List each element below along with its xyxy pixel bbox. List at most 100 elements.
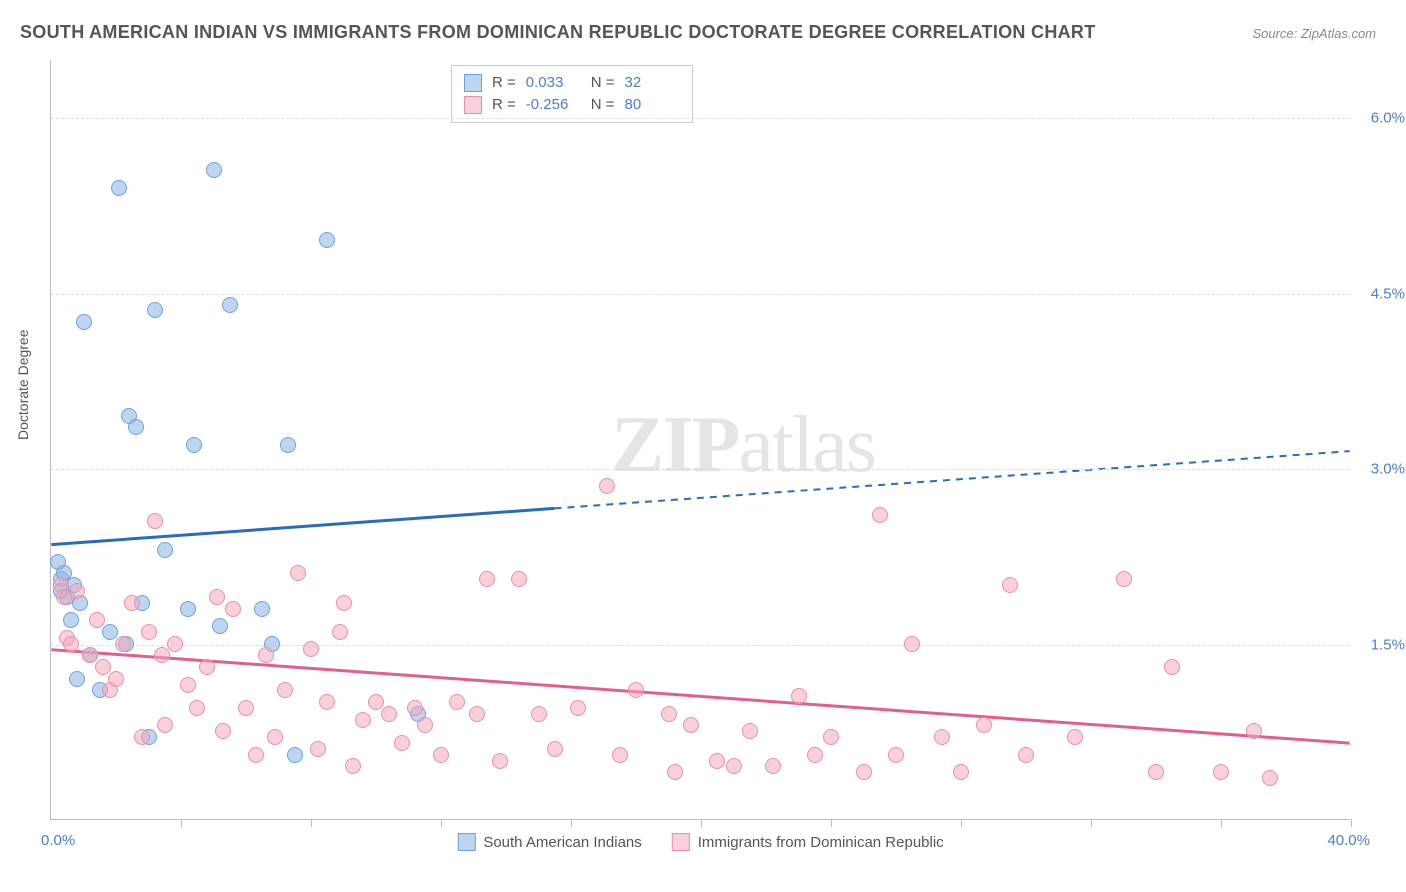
- stats-legend-box: R = 0.033 N = 32 R = -0.256 N = 80: [451, 65, 693, 123]
- scatter-point-sai: [287, 747, 303, 763]
- scatter-point-sai: [157, 542, 173, 558]
- scatter-point-dr: [141, 624, 157, 640]
- scatter-point-dr: [599, 478, 615, 494]
- scatter-point-dr: [355, 712, 371, 728]
- scatter-point-dr: [267, 729, 283, 745]
- scatter-point-dr: [154, 647, 170, 663]
- x-tick: [831, 819, 832, 827]
- scatter-point-dr: [303, 641, 319, 657]
- watermark: ZIPatlas: [611, 400, 875, 491]
- scatter-point-dr: [433, 747, 449, 763]
- scatter-point-dr: [310, 741, 326, 757]
- scatter-point-dr: [1067, 729, 1083, 745]
- scatter-point-dr: [872, 507, 888, 523]
- scatter-point-dr: [612, 747, 628, 763]
- n-label: N =: [591, 72, 615, 94]
- scatter-point-dr: [147, 513, 163, 529]
- scatter-point-dr: [258, 647, 274, 663]
- scatter-point-dr: [209, 589, 225, 605]
- scatter-point-dr: [95, 659, 111, 675]
- scatter-point-dr: [709, 753, 725, 769]
- scatter-point-dr: [531, 706, 547, 722]
- scatter-point-dr: [319, 694, 335, 710]
- scatter-point-dr: [661, 706, 677, 722]
- x-tick: [1221, 819, 1222, 827]
- scatter-point-sai: [63, 612, 79, 628]
- scatter-point-sai: [180, 601, 196, 617]
- r-value-sai: 0.033: [526, 72, 581, 94]
- scatter-point-sai: [76, 314, 92, 330]
- n-value-dr: 80: [625, 94, 680, 116]
- trend-line-dr: [51, 650, 1349, 743]
- scatter-point-dr: [683, 717, 699, 733]
- scatter-point-dr: [449, 694, 465, 710]
- legend-item-dr: Immigrants from Dominican Republic: [672, 833, 944, 851]
- scatter-point-dr: [1018, 747, 1034, 763]
- scatter-point-dr: [953, 764, 969, 780]
- scatter-point-sai: [102, 624, 118, 640]
- source-attribution: Source: ZipAtlas.com: [1252, 26, 1376, 41]
- swatch-dr: [464, 96, 482, 114]
- scatter-point-dr: [69, 583, 85, 599]
- scatter-point-sai: [206, 162, 222, 178]
- scatter-point-dr: [791, 688, 807, 704]
- scatter-point-dr: [417, 717, 433, 733]
- scatter-point-sai: [254, 601, 270, 617]
- scatter-point-dr: [215, 723, 231, 739]
- x-tick: [961, 819, 962, 827]
- scatter-point-dr: [1002, 577, 1018, 593]
- scatter-point-dr: [511, 571, 527, 587]
- x-tick: [1091, 819, 1092, 827]
- scatter-point-dr: [238, 700, 254, 716]
- plot-area: ZIPatlas R =0.033N =32R =-0.256N =80 Sou…: [50, 60, 1350, 820]
- scatter-point-dr: [115, 636, 131, 652]
- stats-row-dr: R = -0.256 N = 80: [464, 94, 680, 116]
- scatter-point-dr: [407, 700, 423, 716]
- scatter-point-dr: [570, 700, 586, 716]
- legend-swatch-dr: [672, 833, 690, 851]
- scatter-point-dr: [1116, 571, 1132, 587]
- bottom-legend: South American Indians Immigrants from Do…: [457, 833, 943, 851]
- scatter-point-dr: [167, 636, 183, 652]
- scatter-point-dr: [934, 729, 950, 745]
- scatter-point-dr: [124, 595, 140, 611]
- chart-title: SOUTH AMERICAN INDIAN VS IMMIGRANTS FROM…: [20, 22, 1096, 43]
- x-axis-min-label: 0.0%: [41, 832, 75, 849]
- scatter-point-dr: [856, 764, 872, 780]
- grid-line: [51, 469, 1350, 470]
- x-tick: [441, 819, 442, 827]
- x-tick: [311, 819, 312, 827]
- scatter-point-sai: [147, 302, 163, 318]
- scatter-point-dr: [157, 717, 173, 733]
- scatter-point-dr: [290, 565, 306, 581]
- scatter-point-dr: [381, 706, 397, 722]
- n-value-sai: 32: [625, 72, 680, 94]
- scatter-point-sai: [186, 437, 202, 453]
- scatter-point-dr: [1164, 659, 1180, 675]
- scatter-point-dr: [108, 671, 124, 687]
- scatter-point-dr: [469, 706, 485, 722]
- r-label: R =: [492, 72, 516, 94]
- scatter-point-dr: [345, 758, 361, 774]
- trend-line-sai: [51, 508, 554, 544]
- y-tick-label: 3.0%: [1371, 461, 1405, 478]
- scatter-point-dr: [823, 729, 839, 745]
- trend-line-dashed-sai: [554, 451, 1349, 508]
- scatter-point-sai: [69, 671, 85, 687]
- r-label: R =: [492, 94, 516, 116]
- scatter-point-dr: [89, 612, 105, 628]
- scatter-point-dr: [277, 682, 293, 698]
- scatter-point-dr: [82, 647, 98, 663]
- scatter-point-dr: [904, 636, 920, 652]
- stats-row-sai: R = 0.033 N = 32: [464, 72, 680, 94]
- x-tick: [701, 819, 702, 827]
- legend-item-sai: South American Indians: [457, 833, 641, 851]
- scatter-point-dr: [479, 571, 495, 587]
- scatter-point-dr: [807, 747, 823, 763]
- scatter-point-sai: [111, 180, 127, 196]
- legend-label-dr: Immigrants from Dominican Republic: [698, 834, 944, 851]
- n-label: N =: [591, 94, 615, 116]
- scatter-point-dr: [368, 694, 384, 710]
- scatter-point-dr: [888, 747, 904, 763]
- r-value-dr: -0.256: [526, 94, 581, 116]
